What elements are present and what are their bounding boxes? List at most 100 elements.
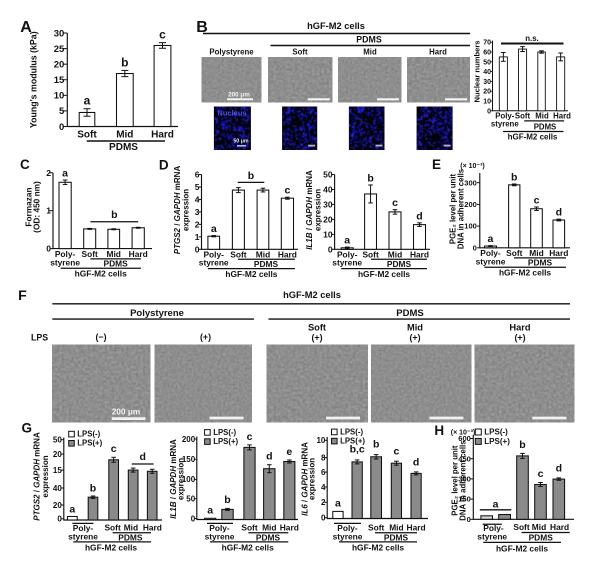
svg-text:10: 10 [323, 229, 333, 239]
svg-text:b: b [511, 172, 517, 184]
svg-text:DNA in adherent cells: DNA in adherent cells [458, 440, 467, 521]
svg-text:Formazan: Formazan [23, 187, 33, 226]
svg-text:Soft: Soft [368, 523, 384, 533]
svg-text:Soft: Soft [515, 112, 531, 121]
svg-text:styrene: styrene [491, 120, 519, 129]
svg-text:50: 50 [323, 169, 333, 179]
svg-text:0: 0 [467, 515, 471, 524]
svg-text:(× 10⁻³): (× 10⁻³) [451, 430, 476, 437]
svg-text:Hard: Hard [410, 249, 429, 259]
svg-text:d: d [413, 457, 419, 469]
svg-text:styrene: styrene [477, 532, 507, 542]
svg-text:expression: expression [314, 189, 323, 231]
svg-text:hGF-M2 cells: hGF-M2 cells [307, 21, 365, 31]
svg-text:2: 2 [46, 168, 51, 178]
svg-text:Hard: Hard [280, 523, 299, 533]
svg-text:b,c: b,c [350, 444, 365, 456]
svg-text:PDMS: PDMS [103, 259, 128, 269]
svg-text:PDMS: PDMS [534, 123, 557, 132]
svg-text:0: 0 [191, 514, 196, 523]
svg-text:4: 4 [195, 194, 200, 204]
svg-text:IL1B / GAPDH mRNA: IL1B / GAPDH mRNA [305, 170, 314, 250]
svg-text:Mid: Mid [262, 523, 276, 533]
svg-text:0: 0 [57, 515, 62, 524]
svg-text:expression: expression [41, 455, 50, 497]
svg-text:Polystyrene: Polystyrene [209, 48, 254, 57]
svg-text:hGF-M2 cells: hGF-M2 cells [358, 269, 410, 279]
svg-text:300: 300 [464, 178, 477, 187]
svg-text:hGF-M2 cells: hGF-M2 cells [222, 543, 274, 553]
svg-text:5: 5 [59, 106, 65, 117]
svg-text:Polystyrene: Polystyrene [130, 308, 184, 319]
svg-text:styrene: styrene [333, 532, 363, 542]
svg-text:PDMS: PDMS [528, 258, 553, 268]
svg-text:LPS(+): LPS(+) [213, 437, 238, 446]
svg-text:40: 40 [483, 69, 491, 76]
svg-text:IL1B / GAPDH mRNA: IL1B / GAPDH mRNA [169, 439, 178, 519]
svg-text:150: 150 [182, 455, 196, 464]
svg-text:Hard: Hard [549, 248, 568, 258]
svg-text:0: 0 [59, 122, 64, 133]
svg-text:30: 30 [323, 199, 333, 209]
svg-text:1: 1 [46, 206, 51, 216]
svg-text:Mid: Mid [407, 323, 423, 333]
svg-text:(× 10⁻³): (× 10⁻³) [460, 163, 485, 170]
svg-text:2: 2 [195, 219, 200, 229]
svg-text:(+): (+) [200, 332, 211, 342]
svg-text:a: a [344, 235, 350, 247]
svg-text:20: 20 [53, 450, 62, 459]
svg-text:PDMS: PDMS [387, 259, 412, 269]
svg-text:a: a [69, 504, 75, 516]
svg-text:60: 60 [483, 49, 491, 56]
svg-text:Soft: Soft [513, 522, 529, 532]
svg-text:D: D [159, 158, 169, 173]
svg-text:Mid: Mid [389, 523, 403, 533]
svg-text:70: 70 [483, 40, 491, 47]
svg-text:Hard: Hard [407, 523, 426, 533]
svg-text:10: 10 [54, 91, 65, 102]
svg-text:Poly-: Poly- [337, 249, 358, 259]
svg-text:b: b [121, 55, 128, 69]
svg-text:0: 0 [46, 244, 51, 254]
svg-text:Poly-: Poly- [73, 523, 94, 533]
svg-text:Poly-: Poly- [483, 523, 504, 533]
svg-text:styrene: styrene [68, 532, 98, 542]
svg-text:40: 40 [53, 484, 62, 493]
svg-text:(OD: 450 nm): (OD: 450 nm) [31, 181, 41, 233]
svg-text:15: 15 [53, 466, 62, 475]
svg-text:c: c [159, 28, 166, 42]
svg-text:Mid: Mid [535, 112, 549, 121]
svg-text:hGF-M2 cells: hGF-M2 cells [496, 544, 548, 554]
svg-text:a: a [493, 498, 499, 510]
svg-text:200: 200 [182, 435, 196, 444]
svg-text:c: c [534, 195, 540, 207]
svg-text:200 μm: 200 μm [228, 92, 250, 99]
svg-text:Poly-: Poly- [209, 523, 230, 533]
svg-text:Soft: Soft [362, 249, 378, 259]
svg-text:DNA in adherent cells: DNA in adherent cells [457, 168, 466, 249]
svg-text:H: H [434, 423, 444, 438]
svg-text:Mid: Mid [116, 130, 133, 141]
svg-text:Poly-: Poly- [203, 249, 224, 259]
svg-text:2: 2 [321, 498, 326, 507]
svg-text:Hard: Hard [509, 323, 531, 333]
svg-text:Hard: Hard [151, 130, 174, 141]
svg-text:40: 40 [323, 184, 333, 194]
svg-text:expression: expression [181, 189, 190, 231]
svg-text:20: 20 [483, 89, 491, 96]
svg-text:b: b [111, 209, 117, 221]
svg-text:30: 30 [54, 28, 65, 39]
svg-text:50: 50 [483, 59, 491, 66]
svg-text:LPS(-): LPS(-) [77, 430, 100, 439]
svg-text:Poly-: Poly- [55, 249, 76, 259]
svg-text:expression: expression [308, 458, 317, 500]
svg-text:LPS: LPS [31, 333, 48, 343]
svg-text:PDMS: PDMS [256, 532, 281, 542]
svg-text:30: 30 [483, 79, 491, 86]
svg-text:b: b [90, 483, 96, 495]
svg-text:d: d [139, 451, 145, 463]
svg-text:(+): (+) [312, 333, 323, 343]
svg-text:c: c [393, 446, 399, 458]
svg-text:PDMS: PDMS [396, 308, 423, 319]
svg-text:LPS(+): LPS(+) [340, 437, 365, 446]
